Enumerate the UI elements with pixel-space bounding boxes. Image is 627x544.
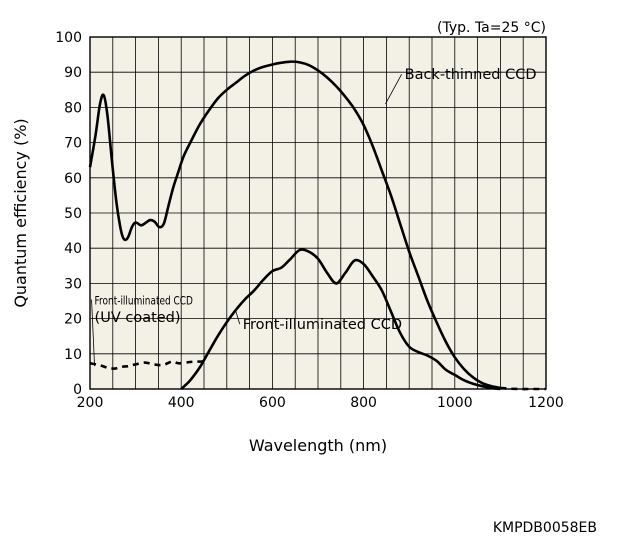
annotation-leader (91, 299, 95, 367)
annotation-label: Front-illuminated CCD (243, 317, 402, 333)
y-tick-label: 100 (55, 30, 82, 46)
x-tick-label: 1200 (528, 395, 564, 411)
axes: 200 400 600 800 1000 1200 0 10 20 30 40 50 60 70 80 90 1… (55, 30, 564, 411)
y-tick-label: 70 (64, 136, 82, 152)
grid (90, 37, 546, 389)
x-tick-label: 200 (77, 395, 104, 411)
y-tick-label: 50 (64, 206, 82, 222)
y-tick-label: 30 (64, 276, 82, 292)
x-tick-label: 400 (168, 395, 195, 411)
x-tick-label: 800 (350, 395, 377, 411)
x-tick-label: 600 (259, 395, 286, 411)
y-tick-label: 20 (64, 312, 82, 328)
y-tick-label: 10 (64, 347, 82, 363)
y-tick-label: 40 (64, 241, 82, 257)
annotation-label: Back-thinned CCD (405, 67, 537, 83)
annotation-leader (385, 74, 402, 105)
condition-note: (Typ. Ta=25 °C) (437, 20, 546, 36)
series-line (180, 248, 501, 391)
y-tick-label: 80 (64, 100, 82, 116)
x-axis-label: Wavelength (nm) (249, 436, 387, 455)
annotation-label: Front-illuminated CCD (95, 294, 193, 307)
series-line (89, 358, 207, 370)
annotation-leader (235, 311, 241, 325)
y-tick-label: 60 (64, 171, 82, 187)
y-axis-label: Quantum efficiency (%) (11, 118, 30, 307)
y-tick-label: 0 (73, 382, 82, 398)
figure-code: KMPDB0058EB (492, 520, 597, 536)
annotations-layer: Back-thinned CCD Front-illuminated CCD Fro… (91, 67, 537, 367)
series-line (88, 60, 501, 390)
annotation-label: (UV coated) (95, 310, 181, 326)
y-tick-label: 90 (64, 65, 82, 81)
plot-frame (89, 36, 547, 390)
x-tick-label: 1000 (437, 395, 473, 411)
